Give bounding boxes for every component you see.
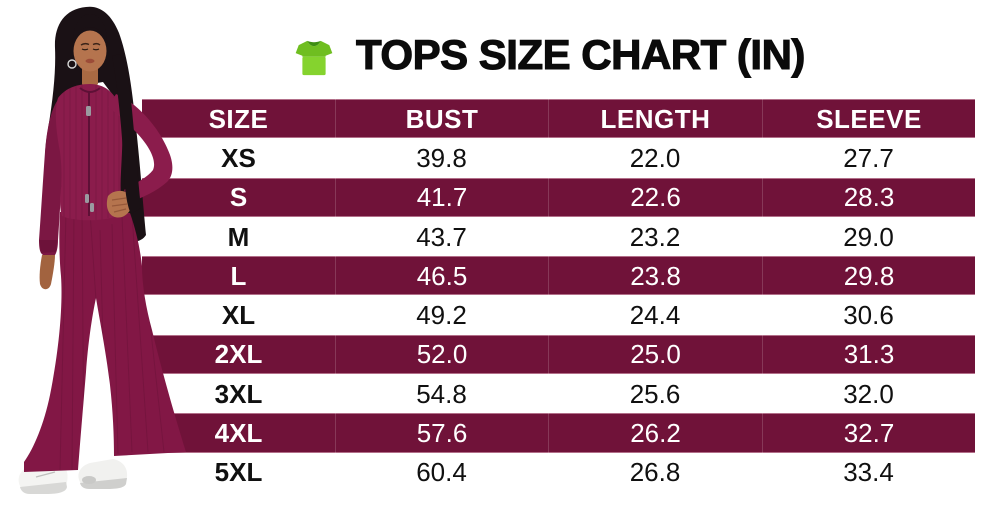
table-row: 5XL 60.4 26.8 33.4: [142, 452, 975, 492]
length-cell: 22.6: [548, 177, 762, 217]
sleeve-cell: 30.6: [843, 300, 894, 331]
size-table: SIZE BUST LENGTH SLEEVE XS 39.8 22.0 27.…: [142, 99, 975, 492]
length-cell: 26.2: [548, 413, 762, 453]
column-header-size: SIZE: [208, 103, 269, 134]
table-row: XS 39.8 22.0 27.7: [142, 138, 975, 178]
column-header-sleeve: SLEEVE: [762, 99, 975, 139]
size-cell: 5XL: [214, 457, 263, 488]
sleeve-cell: 33.4: [843, 457, 894, 488]
table-header-row: SIZE BUST LENGTH SLEEVE: [142, 99, 975, 139]
length-cell: 24.4: [629, 300, 681, 331]
size-cell: 2XL: [214, 339, 263, 370]
table-row: 3XL 54.8 25.6 32.0: [142, 374, 975, 414]
bust-cell: 54.8: [416, 378, 467, 409]
bust-cell: 41.7: [335, 177, 548, 217]
bust-cell: 46.5: [335, 256, 548, 296]
bust-cell: 60.4: [416, 457, 467, 488]
size-cell: S: [229, 182, 248, 213]
table-row: 2XL 52.0 25.0 31.3: [142, 334, 975, 375]
size-cell: 3XL: [214, 378, 263, 409]
size-cell: XL: [221, 300, 256, 331]
bust-cell: 43.7: [416, 221, 467, 252]
table-row: S 41.7 22.6 28.3: [142, 177, 975, 217]
sleeve-cell: 28.3: [762, 177, 975, 217]
table-row: 4XL 57.6 26.2 32.7: [142, 413, 975, 453]
sleeve-cell: 32.0: [843, 378, 894, 409]
bust-cell: 52.0: [335, 334, 548, 375]
length-cell: 22.0: [629, 142, 681, 173]
sleeve-cell: 31.3: [762, 334, 975, 375]
length-cell: 23.2: [629, 221, 681, 252]
table-row: L 46.5 23.8 29.8: [142, 256, 975, 296]
column-header-length: LENGTH: [548, 99, 762, 139]
length-cell: 25.6: [629, 378, 681, 409]
tshirt-icon: [295, 40, 333, 76]
bust-cell: 57.6: [335, 413, 548, 453]
page-title: TOPS SIZE CHART (IN): [355, 30, 806, 78]
model-photo: [18, 6, 186, 494]
table-row: M 43.7 23.2 29.0: [142, 216, 975, 257]
column-header-bust: BUST: [335, 99, 548, 139]
bust-cell: 39.8: [416, 142, 467, 173]
length-cell: 23.8: [548, 256, 762, 296]
sleeve-cell: 29.8: [762, 256, 975, 296]
sleeve-cell: 32.7: [762, 413, 975, 453]
size-cell: 4XL: [214, 418, 263, 449]
table-row: XL 49.2 24.4 30.6: [142, 295, 975, 335]
size-cell: M: [227, 221, 250, 252]
size-cell: XS: [221, 142, 256, 173]
sleeve-cell: 27.7: [843, 142, 894, 173]
size-cell: L: [230, 260, 247, 291]
bust-cell: 49.2: [416, 300, 467, 331]
length-cell: 26.8: [629, 457, 681, 488]
length-cell: 25.0: [548, 334, 762, 375]
sleeve-cell: 29.0: [843, 221, 894, 252]
title-bar: TOPS SIZE CHART (IN): [292, 30, 806, 80]
